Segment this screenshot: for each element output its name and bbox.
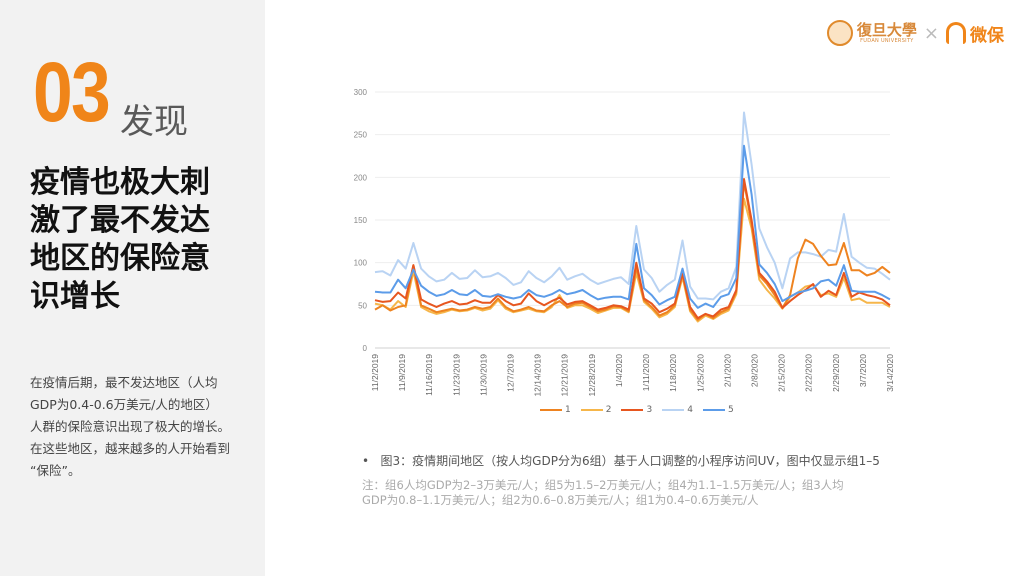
y-tick-label: 50 (358, 301, 367, 310)
legend-item-5: 5 (702, 405, 734, 415)
legend-swatch (580, 409, 603, 411)
x-tick-label: 3/7/2020 (858, 354, 868, 387)
x-tick-label: 11/9/2019 (397, 354, 407, 391)
x-tick-label: 1/11/2020 (641, 354, 651, 391)
x-tick-label: 1/4/2020 (614, 354, 624, 387)
x-tick-label: 2/29/2020 (831, 354, 841, 392)
y-tick-label: 300 (354, 88, 368, 97)
legend-label: 4 (687, 405, 693, 415)
figure-note: 注：组6人均GDP为2–3万美元/人；组5为1.5–2万美元/人；组4为1.1–… (362, 478, 862, 508)
x-tick-label: 1/18/2020 (668, 354, 678, 392)
legend-item-2: 2 (580, 405, 612, 415)
fudan-name-en: FUDAN UNIVERSITY (860, 38, 914, 44)
legend-label: 5 (727, 405, 734, 415)
title-line: 疫情也极大刺 (30, 165, 210, 200)
body-line: GDP为0.4-0.6万美元/人的地区） (30, 397, 218, 412)
title-line: 识增长 (30, 279, 120, 314)
note-line: 注：组6人均GDP为2–3万美元/人；组5为1.5–2万美元/人；组4为1.1–… (362, 478, 844, 492)
y-tick-label: 250 (354, 131, 368, 140)
section-label: 发现 (120, 102, 188, 142)
series-line-4 (374, 111, 891, 301)
x-tick-label: 12/28/2019 (587, 354, 597, 397)
legend-swatch (540, 409, 562, 411)
x-tick-label: 11/30/2019 (478, 354, 488, 396)
legend-item-4: 4 (662, 405, 693, 415)
legend-label: 2 (605, 405, 612, 415)
figure-caption: • 图3：疫情期间地区（按人均GDP分为6组）基于人口调整的小程序访问UV，图中… (362, 452, 880, 469)
title-line: 激了最不发达 (30, 203, 210, 238)
y-tick-label: 200 (354, 173, 368, 182)
body-line: 在疫情后期，最不发达地区（人均 (30, 375, 218, 390)
legend-swatch (621, 409, 644, 411)
legend-swatch (662, 409, 685, 411)
legend-item-3: 3 (621, 405, 652, 415)
line-chart: 0 50 100 150 200 250 300 11/2/2019 11/9/2019 11/1… (354, 88, 895, 397)
x-tick-label: 12/14/2019 (533, 354, 543, 397)
legend-swatch (702, 409, 725, 411)
chart-legend: 1 2 3 4 5 (540, 405, 734, 415)
fudan-seal-icon (826, 20, 853, 46)
slide-title: 疫情也极大刺 激了最不发达 地区的保险意 识增长 (30, 164, 250, 316)
x-tick-label: 2/1/2020 (722, 354, 732, 387)
y-tick-label: 150 (354, 216, 368, 225)
x-tick-label: 2/22/2020 (804, 354, 814, 392)
partner-logos: 復旦大學 FUDAN UNIVERSITY × 微保 (826, 20, 1004, 46)
x-tick-label: 11/23/2019 (451, 354, 461, 396)
x-tick-label: 1/25/2020 (695, 354, 705, 392)
body-line: “保险”。 (30, 463, 81, 478)
legend-item-1: 1 (540, 405, 571, 415)
left-panel: 03 发现 疫情也极大刺 激了最不发达 地区的保险意 识增长 在疫情后期，最不发… (0, 0, 265, 576)
bullet: • (362, 454, 370, 468)
caption-text: 图3：疫情期间地区（按人均GDP分为6组）基于人口调整的小程序访问UV，图中仅显… (380, 454, 880, 468)
note-line: GDP为0.8–1.1万美元/人；组2为0.6–0.8万美元/人；组1为0.4–… (362, 493, 759, 507)
fudan-name-cn: 復旦大學 (856, 21, 917, 39)
x-tick-label: 12/7/2019 (506, 354, 516, 392)
legend-label: 3 (646, 405, 653, 415)
weibao-icon (946, 22, 966, 44)
body-line: 人群的保险意识出现了极大的增长。 (30, 419, 231, 434)
x-tick-label: 3/14/2020 (885, 354, 895, 392)
x-tick-label: 12/21/2019 (560, 354, 570, 397)
x-tick-label: 11/2/2019 (370, 354, 380, 391)
fudan-logo: 復旦大學 FUDAN UNIVERSITY (857, 22, 917, 44)
title-line: 地区的保险意 (30, 241, 210, 276)
x-tick-label: 11/16/2019 (424, 354, 434, 396)
x-tick-label: 2/15/2020 (777, 354, 787, 392)
weibao-logo-text: 微保 (970, 25, 1004, 46)
times-icon: × (923, 22, 939, 44)
legend-label: 1 (565, 405, 571, 415)
series-line-5 (374, 144, 891, 309)
y-tick-label: 0 (363, 344, 368, 353)
section-number: 03 (33, 45, 111, 139)
body-line: 在这些地区，越来越多的人开始看到 (30, 441, 231, 456)
y-tick-label: 100 (354, 259, 368, 268)
body-text: 在疫情后期，最不发达地区（人均 GDP为0.4-0.6万美元/人的地区） 人群的… (30, 372, 260, 482)
x-tick-label: 2/8/2020 (749, 354, 759, 387)
